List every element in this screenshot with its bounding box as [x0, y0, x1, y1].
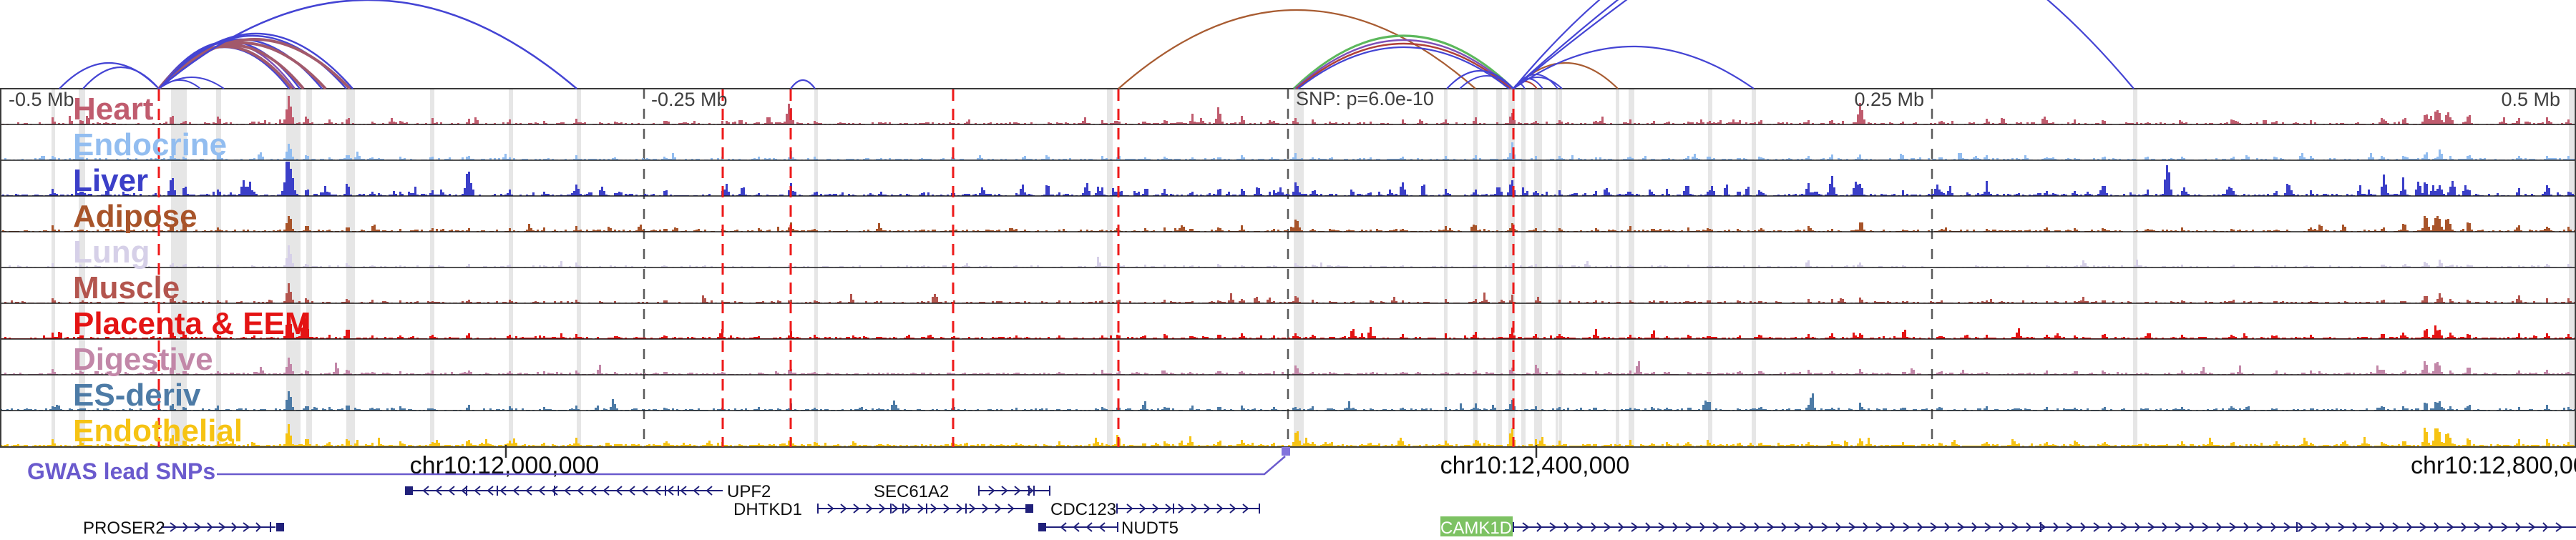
- svg-text:DHTKD1: DHTKD1: [733, 500, 802, 519]
- svg-text:chr10:12,000,000: chr10:12,000,000: [410, 452, 600, 479]
- svg-text:NUDT5: NUDT5: [1121, 519, 1179, 536]
- svg-text:PROSER2: PROSER2: [83, 519, 165, 536]
- svg-text:chr10:12,400,000: chr10:12,400,000: [1440, 452, 1630, 479]
- svg-text:Muscle: Muscle: [73, 270, 180, 305]
- svg-text:chr10:12,800,000: chr10:12,800,000: [2411, 452, 2576, 479]
- svg-text:0.25 Mb: 0.25 Mb: [1854, 89, 1924, 110]
- svg-text:0.5 Mb: 0.5 Mb: [2501, 89, 2560, 110]
- svg-text:-0.5 Mb: -0.5 Mb: [9, 89, 74, 110]
- svg-text:Endothelial: Endothelial: [73, 413, 243, 448]
- svg-text:SEC61A2: SEC61A2: [874, 482, 949, 501]
- svg-text:Liver: Liver: [73, 163, 148, 198]
- svg-text:Endocrine: Endocrine: [73, 127, 227, 162]
- svg-text:Placenta & EEM: Placenta & EEM: [73, 306, 311, 341]
- svg-text:Adipose: Adipose: [73, 199, 197, 234]
- svg-text:CDC123: CDC123: [1050, 500, 1116, 519]
- svg-text:Heart: Heart: [73, 92, 154, 127]
- svg-text:GWAS lead SNPs: GWAS lead SNPs: [27, 458, 215, 484]
- svg-text:-0.25 Mb: -0.25 Mb: [651, 89, 728, 110]
- svg-text:Lung: Lung: [73, 235, 150, 270]
- svg-text:Digestive: Digestive: [73, 342, 213, 377]
- svg-text:UPF2: UPF2: [727, 482, 771, 501]
- svg-text:SNP: p=6.0e-10: SNP: p=6.0e-10: [1296, 88, 1434, 109]
- svg-text:ES-deriv: ES-deriv: [73, 378, 201, 413]
- svg-text:CAMK1D: CAMK1D: [1440, 519, 1512, 536]
